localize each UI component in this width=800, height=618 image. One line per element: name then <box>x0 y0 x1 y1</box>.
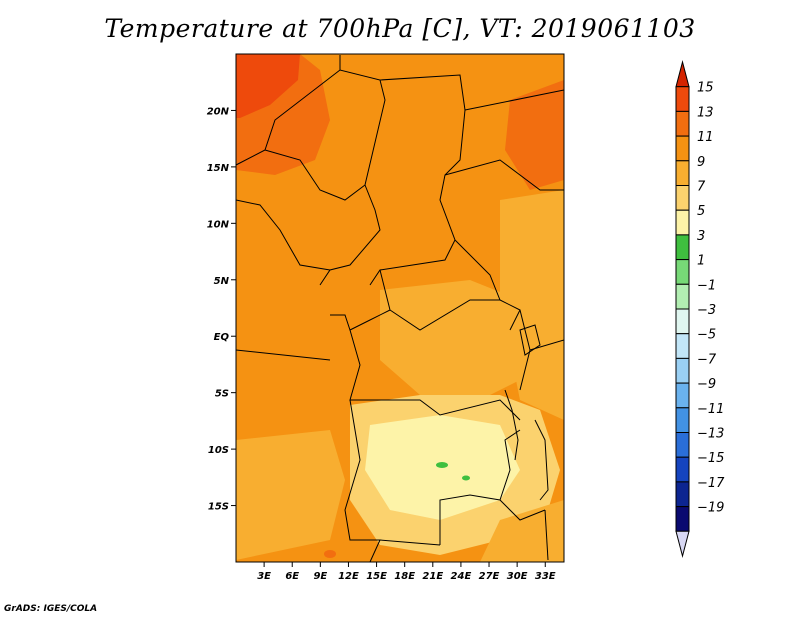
colorbar-box <box>675 209 690 236</box>
colorbar-box <box>675 160 690 187</box>
colorbar-label: −19 <box>697 501 724 516</box>
field-region-northwest-max <box>236 54 300 118</box>
colorbar-label: −5 <box>697 328 716 343</box>
colorbar-label: 11 <box>697 130 714 145</box>
colorbar-box <box>675 86 690 112</box>
temperature-field <box>236 54 564 562</box>
colorbar-label: −3 <box>697 303 716 318</box>
colorbar-box <box>675 135 690 162</box>
colorbar-label: 13 <box>697 105 714 120</box>
x-tick-label: 21E <box>422 571 443 582</box>
colorbar: 15 13 11 9 7 5 3 1 −1 −3 −5 −7 −9 −11 −13 −15 −17 −19 <box>675 60 725 558</box>
y-axis: 20N 15N 10N 5N EQ 5S 10S 15S <box>207 106 236 513</box>
field-region-east <box>500 190 564 420</box>
x-tick-label: 18E <box>394 571 415 582</box>
y-tick-label: 5S <box>215 389 229 400</box>
colorbar-box <box>675 506 690 532</box>
colorbar-box <box>675 357 690 384</box>
colorbar-box <box>675 432 690 458</box>
colorbar-label: −9 <box>697 377 716 392</box>
colorbar-label: 3 <box>697 229 705 244</box>
colorbar-label: −1 <box>697 278 716 293</box>
lake-outlines <box>504 324 549 501</box>
y-tick-label: 10S <box>208 445 229 456</box>
x-tick-label: 9E <box>313 571 327 582</box>
colorbar-label: 9 <box>697 155 705 170</box>
chart-title: Temperature at 700hPa [C], VT: 201906110… <box>104 14 696 43</box>
colorbar-label: 1 <box>697 254 705 269</box>
colorbar-box <box>675 259 690 285</box>
field-patch-green-1 <box>436 462 448 468</box>
colorbar-box <box>675 382 690 409</box>
x-tick-label: 12E <box>338 571 359 582</box>
x-axis: 3E 6E 9E 12E 15E 18E 21E 24E 27E 30E 33E <box>257 562 556 582</box>
y-tick-label: 15S <box>208 502 229 513</box>
y-tick-label: 20N <box>207 106 230 117</box>
colorbar-box <box>675 456 690 483</box>
field-region-northeast-hot <box>505 80 564 190</box>
y-tick-label: 10N <box>207 219 230 230</box>
x-tick-label: 15E <box>366 571 387 582</box>
y-tick-label: 5N <box>214 276 230 287</box>
grads-credit: GrADS: IGES/COLA <box>4 604 98 614</box>
x-tick-label: 6E <box>285 571 299 582</box>
field-region-southeast <box>480 500 564 562</box>
field-region-central <box>380 280 520 400</box>
colorbar-box <box>675 308 690 335</box>
y-tick-label: EQ <box>214 332 230 343</box>
colorbar-box <box>675 185 690 211</box>
x-tick-label: 3E <box>257 571 271 582</box>
colorbar-label: 7 <box>697 180 706 195</box>
field-region-southwest <box>236 430 345 560</box>
x-tick-label: 27E <box>479 571 500 582</box>
colorbar-label: −17 <box>697 476 725 491</box>
colorbar-box <box>675 234 690 261</box>
colorbar-box <box>675 110 690 137</box>
map-frame <box>235 53 565 563</box>
colorbar-top-triangle <box>675 60 690 88</box>
colorbar-label: −15 <box>697 451 724 466</box>
x-tick-label: 33E <box>535 571 556 582</box>
colorbar-label: −11 <box>697 402 724 417</box>
field-patch-hot-coast <box>324 550 336 558</box>
field-patch-green-2 <box>462 475 470 481</box>
colorbar-box <box>675 481 690 508</box>
colorbar-label: −7 <box>697 352 717 367</box>
colorbar-box <box>675 407 690 433</box>
x-tick-label: 30E <box>507 571 528 582</box>
colorbar-label: −13 <box>697 427 724 442</box>
colorbar-label: 5 <box>697 204 705 219</box>
colorbar-box <box>675 333 690 359</box>
colorbar-bottom-triangle <box>675 530 690 558</box>
colorbar-box <box>675 283 690 310</box>
colorbar-label: 15 <box>697 81 714 96</box>
country-borders <box>236 55 564 562</box>
y-tick-label: 15N <box>207 163 230 174</box>
x-tick-label: 24E <box>451 571 472 582</box>
